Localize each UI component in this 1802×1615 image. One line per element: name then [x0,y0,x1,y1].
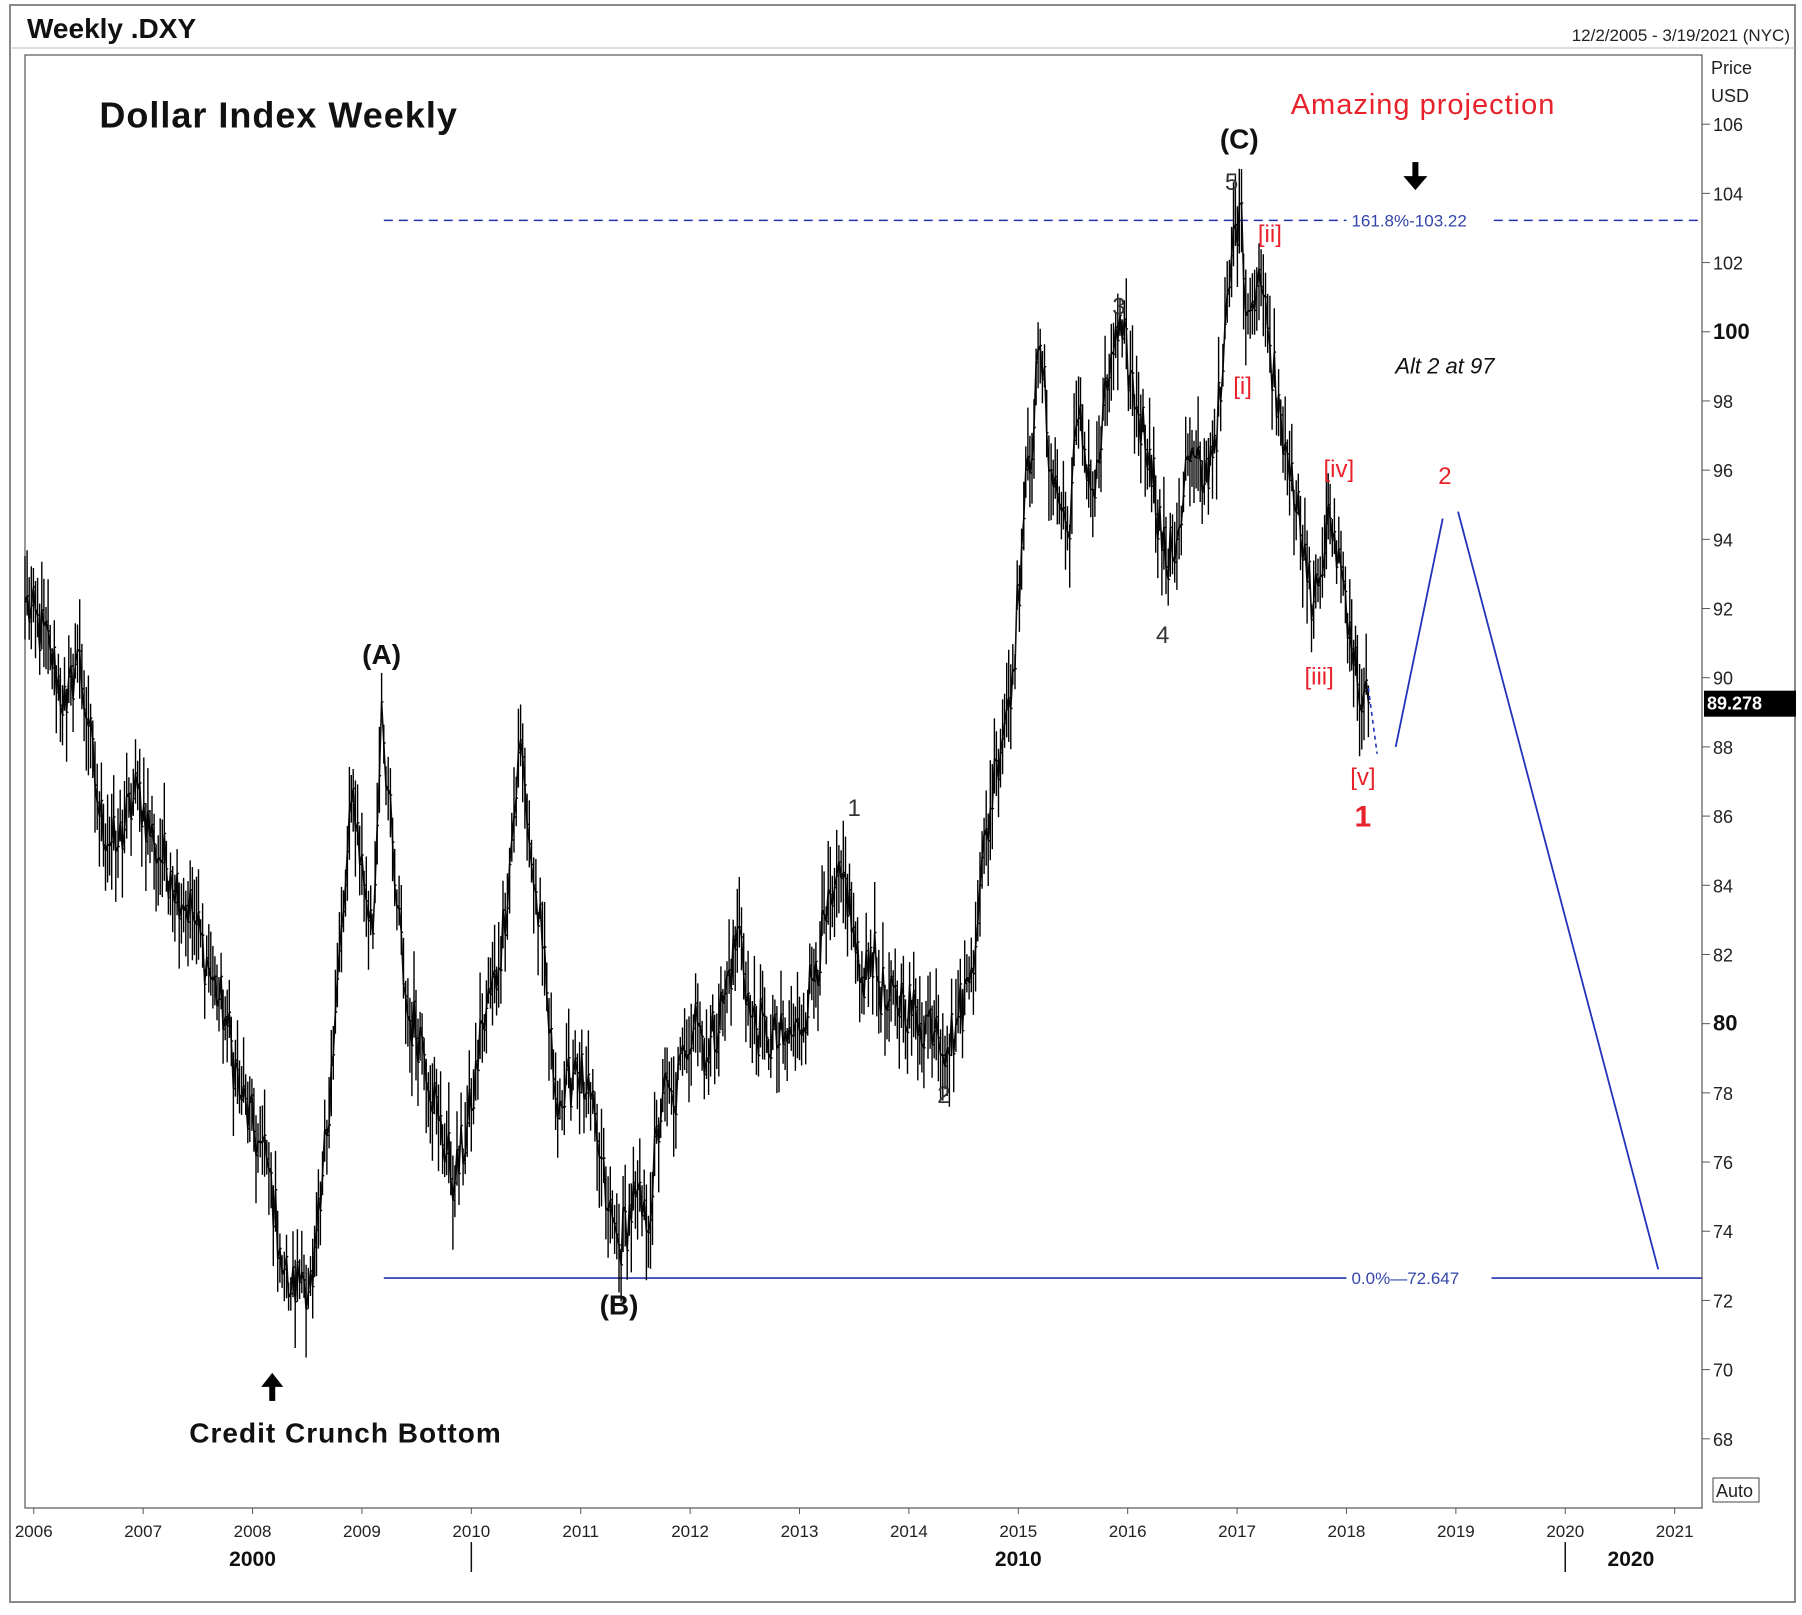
arrow-up-icon [261,1372,284,1401]
chart-title: Weekly .DXY [27,13,196,44]
x-tick-label: 2018 [1328,1522,1366,1541]
y-tick-label: 92 [1713,600,1733,620]
x-major-label: 2010 [995,1548,1042,1571]
y-tick-label: 74 [1713,1222,1733,1242]
y-tick-label: 80 [1713,1011,1737,1036]
projection-dash-line [1367,687,1378,754]
annotation-text: Alt 2 at 97 [1393,353,1495,378]
y-axis-unit: USD [1711,86,1749,106]
wave-label: 2 [1438,463,1451,490]
plot-area [24,54,1703,1509]
annotation-text: Amazing projection [1291,89,1556,121]
arrow-down-icon [1403,162,1428,191]
y-tick-label: 82 [1713,945,1733,965]
y-tick-label: 98 [1713,392,1733,412]
wave-label: 1 [848,795,861,822]
annotation-text: Credit Crunch Bottom [189,1417,501,1448]
x-tick-label: 2014 [890,1522,928,1541]
y-tick-label: 104 [1713,184,1743,204]
y-axis-label: Price [1711,58,1752,78]
x-tick-label: 2020 [1546,1522,1584,1541]
y-tick-label: 90 [1713,669,1733,689]
wave-label: 2 [937,1082,950,1109]
fib-label-bg [1346,209,1492,232]
x-tick-label: 2019 [1437,1522,1475,1541]
last-price-label: 89.278 [1707,694,1762,714]
fib-label-bg [1346,1267,1492,1290]
outer-frame [9,4,1796,1603]
y-tick-label: 86 [1713,807,1733,827]
x-tick-label: 2006 [15,1522,53,1541]
x-tick-label: 2010 [452,1522,490,1541]
fib-level-label: 0.0%—72.647 [1351,1269,1459,1288]
auto-box [1712,1477,1760,1503]
x-tick-label: 2017 [1218,1522,1256,1541]
x-tick-label: 2012 [671,1522,709,1541]
price-series-bars [24,168,1371,1358]
y-tick-label: 78 [1713,1084,1733,1104]
wave-label: [i] [1233,373,1252,400]
date-range: 12/2/2005 - 3/19/2021 (NYC) [1572,26,1790,45]
wave-label: 1 [1355,800,1372,833]
x-tick-label: 2013 [781,1522,819,1541]
y-tick-label: 106 [1713,115,1743,135]
wave-label: 4 [1156,622,1169,649]
x-tick-label: 2011 [562,1522,599,1541]
wave-label: [v] [1350,764,1375,791]
wave-label: [iv] [1323,456,1354,483]
fib-level-label: 161.8%-103.22 [1351,211,1466,230]
x-major-label: 2020 [1608,1548,1655,1571]
x-tick-label: 2008 [234,1522,272,1541]
y-tick-label: 102 [1713,254,1743,274]
y-tick-label: 94 [1713,530,1733,550]
x-tick-label: 2007 [124,1522,162,1541]
y-tick-label: 88 [1713,738,1733,758]
auto-label: Auto [1716,1481,1753,1501]
x-major-label: 2000 [229,1548,276,1571]
projection-up-line [1394,518,1444,748]
wave-label: 3 [1112,293,1125,320]
x-tick-label: 2009 [343,1522,381,1541]
y-tick-label: 76 [1713,1153,1733,1173]
projection-down-line [1457,511,1660,1270]
x-tick-label: 2015 [999,1522,1037,1541]
wave-label: (A) [362,639,401,670]
y-tick-label: 96 [1713,461,1733,481]
y-tick-label: 68 [1713,1430,1733,1450]
y-tick-label: 70 [1713,1361,1733,1381]
wave-label: [iii] [1304,664,1333,691]
wave-label: 5 [1225,169,1238,196]
y-tick-label: 84 [1713,876,1733,896]
annotation-text: Dollar Index Weekly [99,95,457,136]
wave-label: (B) [600,1289,639,1320]
last-price-tag [1704,690,1796,717]
wave-label: [ii] [1258,221,1282,248]
x-tick-label: 2021 [1656,1522,1694,1541]
y-tick-label: 100 [1713,319,1750,344]
x-tick-label: 2016 [1109,1522,1147,1541]
wave-label: (C) [1220,123,1259,154]
y-tick-label: 72 [1713,1291,1733,1311]
